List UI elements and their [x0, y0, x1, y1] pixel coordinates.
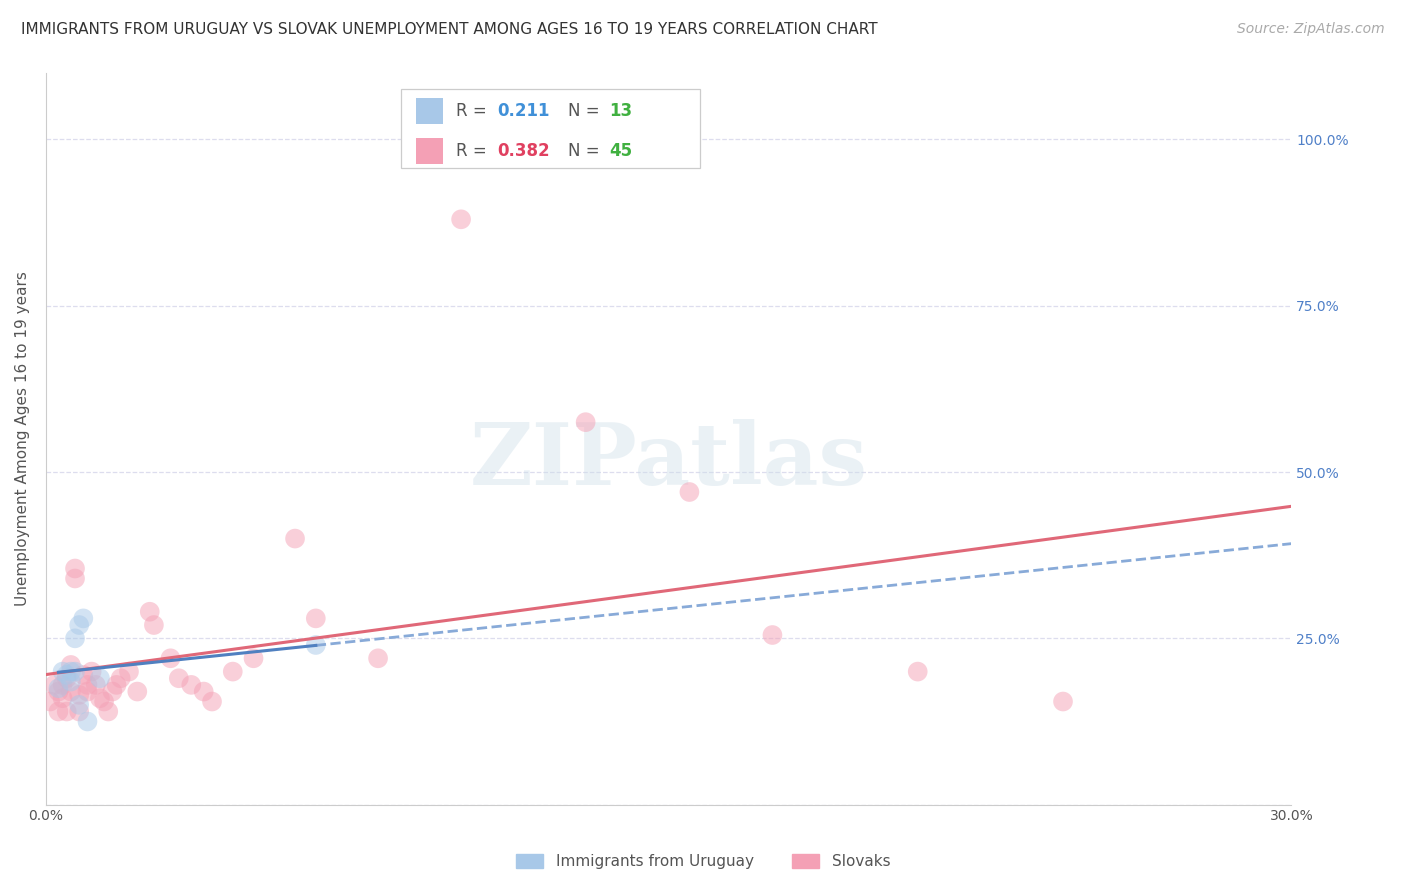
Point	[63, 632, 86, 646]
Point	[55, 705, 77, 719]
Point	[44, 678, 66, 692]
Point	[284, 532, 307, 546]
Point	[48, 681, 70, 696]
Point	[97, 705, 120, 719]
Point	[127, 684, 149, 698]
Point	[72, 611, 94, 625]
Point	[72, 668, 94, 682]
Point	[63, 561, 86, 575]
Point	[76, 684, 98, 698]
Point	[305, 611, 328, 625]
Point	[67, 698, 90, 712]
Point	[159, 651, 181, 665]
Point	[193, 684, 215, 698]
Point	[367, 651, 389, 665]
Text: IMMIGRANTS FROM URUGUAY VS SLOVAK UNEMPLOYMENT AMONG AGES 16 TO 19 YEARS CORRELA: IMMIGRANTS FROM URUGUAY VS SLOVAK UNEMPL…	[21, 22, 877, 37]
Point	[93, 694, 115, 708]
Point	[59, 674, 82, 689]
Point	[118, 665, 141, 679]
Point	[52, 691, 75, 706]
Point	[180, 678, 202, 692]
Point	[139, 605, 162, 619]
Point	[242, 651, 264, 665]
Point	[55, 671, 77, 685]
Point	[89, 691, 111, 706]
Point	[39, 694, 62, 708]
Point	[52, 678, 75, 692]
Text: 45: 45	[609, 142, 633, 160]
Point	[63, 572, 86, 586]
Point	[142, 618, 165, 632]
Point	[76, 714, 98, 729]
Point	[89, 671, 111, 685]
Point	[59, 657, 82, 672]
Text: ZIPatlas: ZIPatlas	[470, 418, 868, 503]
Point	[67, 705, 90, 719]
Bar	[416, 98, 443, 124]
Point	[110, 671, 132, 685]
Y-axis label: Unemployment Among Ages 16 to 19 years: Unemployment Among Ages 16 to 19 years	[15, 271, 30, 607]
Point	[1052, 694, 1074, 708]
Point	[84, 678, 107, 692]
Text: N =: N =	[568, 142, 605, 160]
Point	[76, 678, 98, 692]
Text: Source: ZipAtlas.com: Source: ZipAtlas.com	[1237, 22, 1385, 37]
Text: R =: R =	[456, 103, 492, 120]
Point	[48, 684, 70, 698]
Point	[450, 212, 472, 227]
Point	[575, 415, 598, 429]
Point	[63, 665, 86, 679]
Point	[59, 684, 82, 698]
Point	[55, 668, 77, 682]
Text: R =: R =	[456, 142, 492, 160]
Point	[105, 678, 128, 692]
Point	[67, 618, 90, 632]
Bar	[401, 89, 700, 168]
Point	[761, 628, 783, 642]
Point	[907, 665, 929, 679]
Point	[201, 694, 224, 708]
Text: 13: 13	[609, 103, 633, 120]
Text: N =: N =	[568, 103, 605, 120]
Legend: Immigrants from Uruguay, Slovaks: Immigrants from Uruguay, Slovaks	[510, 847, 896, 875]
Bar	[416, 138, 443, 163]
Point	[167, 671, 190, 685]
Point	[59, 665, 82, 679]
Text: 0.211: 0.211	[496, 103, 550, 120]
Point	[305, 638, 328, 652]
Point	[48, 705, 70, 719]
Point	[80, 665, 103, 679]
Text: 0.382: 0.382	[496, 142, 550, 160]
Point	[678, 485, 700, 500]
Point	[67, 688, 90, 702]
Point	[101, 684, 124, 698]
Point	[222, 665, 245, 679]
Point	[52, 665, 75, 679]
